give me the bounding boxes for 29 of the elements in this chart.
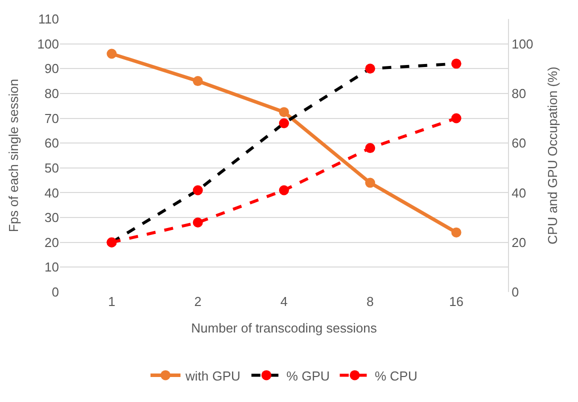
y2-tick-label: 40 [512,185,526,200]
x-tick-label: 1 [108,294,116,309]
y-tick-label: 110 [38,12,59,27]
x-axis-title: Number of transcoding sessions [191,320,378,336]
y-tick-label: 60 [44,136,59,151]
y-tick-label: 40 [44,185,59,200]
y2-axis-title: CPU and GPU Occupation (%) [544,66,560,244]
legend-label: with GPU [184,368,240,384]
y2-tick-label: 20 [512,234,526,250]
y-tick-label: 10 [44,260,59,275]
y-tick-label: 0 [52,284,59,300]
x-tick-label: 8 [366,294,374,309]
y2-tick-label: 80 [512,86,526,101]
y-tick-label: 90 [44,61,59,76]
y-tick-label: 50 [44,160,59,176]
y-tick-label: 100 [37,36,59,52]
y-tick-label: 70 [44,110,59,126]
y2-tick-label: 100 [512,36,534,52]
y-tick-label: 30 [44,210,59,226]
y-tick-label: 20 [44,234,59,250]
y2-tick-label: 0 [512,284,519,300]
x-tick-label: 16 [449,294,464,309]
y-tick-label: 80 [44,86,59,101]
y-axis-title: Fps of each single session [6,78,22,232]
x-tick-label: 2 [194,294,202,309]
legend-label: % CPU [374,368,418,384]
x-tick-label: 4 [280,294,288,309]
legend-label: % GPU [286,368,330,384]
y2-tick-label: 60 [512,136,526,151]
